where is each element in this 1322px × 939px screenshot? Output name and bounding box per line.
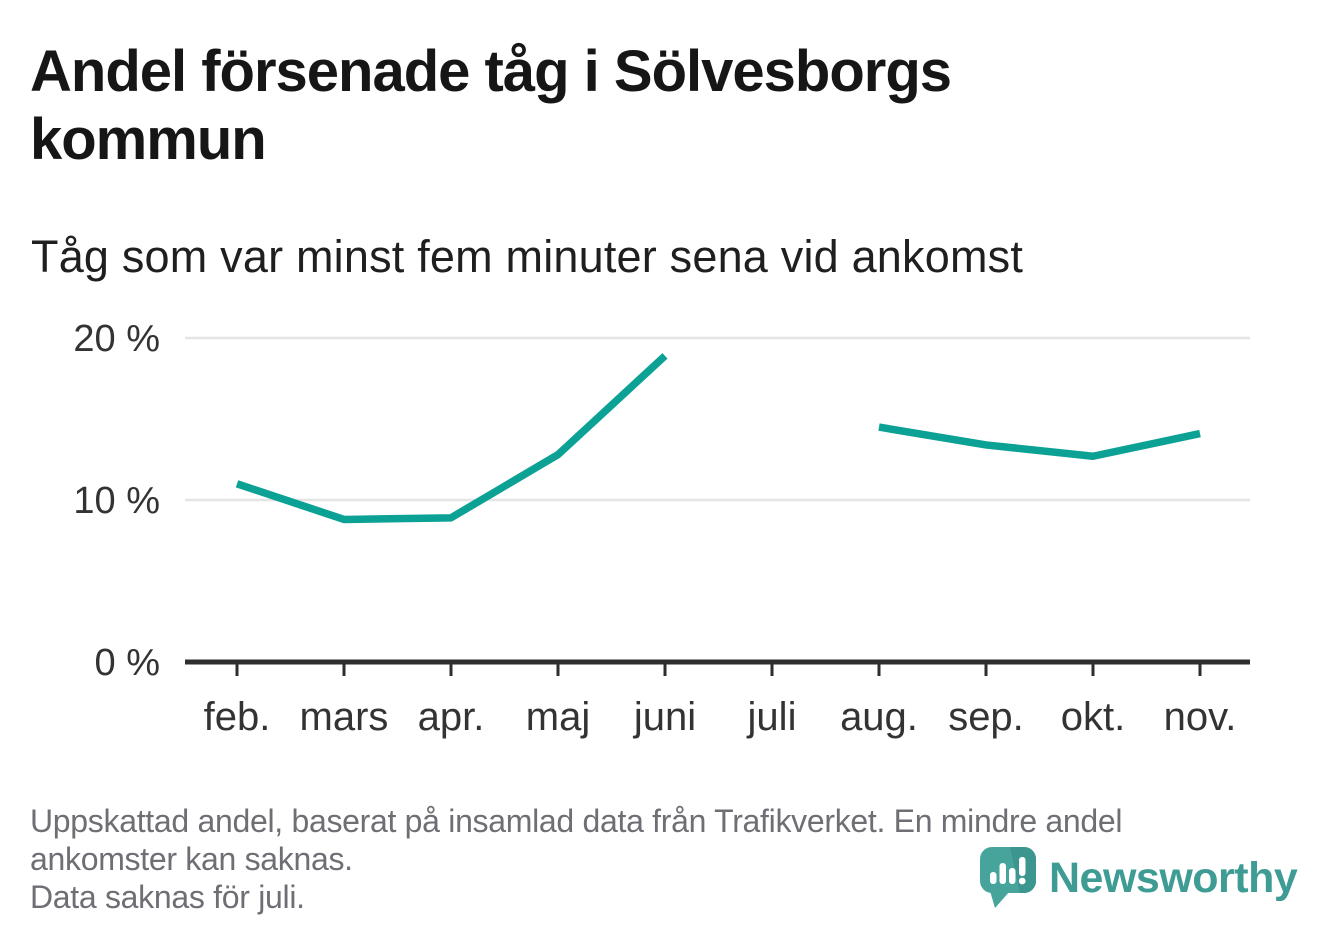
x-tick-label: juli — [747, 695, 797, 739]
line-chart: feb. mars apr. maj juni juli aug. sep. okt. nov. 0… — [0, 300, 1322, 780]
chart-title: Andel försenade tåg i Sölvesborgs kommun — [30, 39, 952, 172]
x-tick-label: sep. — [948, 695, 1024, 739]
x-tick-label: okt. — [1061, 695, 1125, 739]
newsworthy-logo-text: Newsworthy — [1049, 854, 1298, 902]
exclamation-icon — [1018, 857, 1026, 885]
x-tick-label: maj — [526, 695, 590, 739]
chart-subtitle: Tåg som var minst fem minuter sena vid a… — [31, 231, 1024, 282]
x-tick-label: juni — [633, 695, 696, 739]
data-line-segment-1 — [235, 353, 668, 524]
y-tick-label: 10 % — [73, 480, 160, 522]
footnote-line: ankomster kan saknas. — [30, 841, 353, 877]
newsworthy-logo-icon — [980, 847, 1036, 908]
x-tick-label: mars — [300, 695, 389, 739]
speech-bubble-tail — [990, 891, 1010, 908]
data-line-segment-2 — [878, 423, 1201, 461]
y-tick-label: 0 % — [95, 642, 160, 684]
footnote-line: Data saknas för juli. — [30, 879, 305, 915]
y-tick-label: 20 % — [73, 318, 160, 360]
x-tick-label: apr. — [418, 695, 485, 739]
newsworthy-logo: Newsworthy — [980, 847, 1320, 927]
footnote: Uppskattad andel, baserat på insamlad da… — [30, 802, 1123, 916]
footnote-line: Uppskattad andel, baserat på insamlad da… — [30, 803, 1123, 839]
bar-chart-icon — [990, 863, 1016, 884]
line-chart-canvas: feb. mars apr. maj juni juli aug. sep. okt. nov. 0… — [73, 318, 1250, 739]
x-tick-label: nov. — [1164, 695, 1237, 739]
x-tick-label: feb. — [204, 695, 271, 739]
x-tick-label: aug. — [840, 695, 918, 739]
